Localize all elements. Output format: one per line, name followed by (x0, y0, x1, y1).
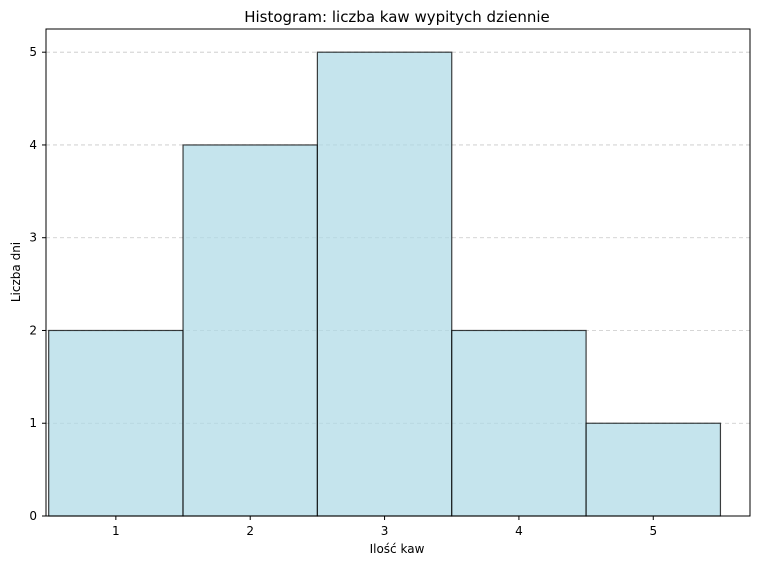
histogram-bar (316, 51, 453, 517)
x-tick-label: 2 (246, 524, 254, 538)
x-tick-label: 5 (649, 524, 657, 538)
x-tick-label: 3 (381, 524, 389, 538)
y-tick-label: 4 (29, 138, 37, 152)
histogram-bar (451, 329, 587, 517)
histogram-bar (182, 144, 318, 517)
y-tick-label: 3 (29, 231, 37, 245)
chart-title: Histogram: liczba kaw wypitych dziennie (244, 8, 550, 26)
histogram-bar (48, 329, 184, 517)
x-axis-label: Ilość kaw (370, 542, 425, 556)
x-tick-label: 1 (112, 524, 120, 538)
y-tick-label: 0 (29, 509, 37, 523)
bars (48, 51, 722, 517)
y-tick-label: 1 (29, 416, 37, 430)
plot-frame (45, 28, 751, 517)
histogram-bar (585, 422, 722, 517)
x-tick-label: 4 (515, 524, 523, 538)
y-axis-label: Liczba dni (9, 242, 23, 302)
y-tick-label: 5 (29, 45, 37, 59)
y-axis-ticks: 0 1 2 3 4 5 (29, 45, 46, 523)
x-axis-ticks: 1 2 3 4 5 (112, 516, 657, 538)
y-tick-label: 2 (29, 323, 37, 337)
